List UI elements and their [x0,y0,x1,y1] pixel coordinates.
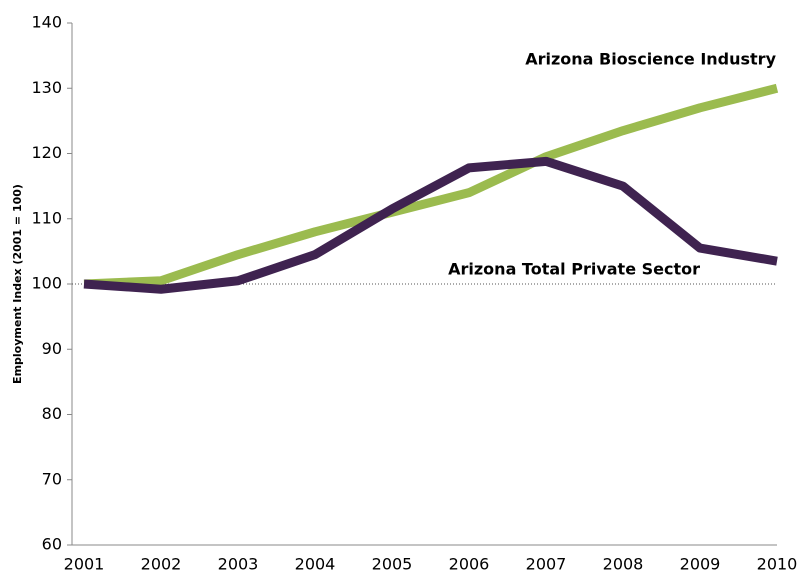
x-tick-label: 2008 [603,555,644,574]
y-tick-label: 70 [42,469,62,488]
series-line [83,156,778,294]
y-tick-label: 120 [31,143,62,162]
series-label: Arizona Bioscience Industry [525,50,776,69]
x-tick-label: 2003 [218,555,259,574]
x-tick-label: 2002 [141,555,182,574]
x-tick-label: 2005 [372,555,413,574]
x-tick-label: 2009 [680,555,721,574]
x-tick-label: 2010 [757,555,798,574]
y-tick-label: 80 [42,404,62,423]
y-tick-label: 130 [31,78,62,97]
y-tick-label: 90 [42,339,62,358]
x-tick-label: 2004 [295,555,336,574]
x-tick-label: 2001 [64,555,105,574]
x-tick-label: 2006 [449,555,490,574]
y-tick-label: 100 [31,274,62,293]
y-axis-label: Employment Index (2001 = 100) [11,184,24,384]
y-tick-label: 60 [42,535,62,554]
x-tick-label: 2007 [526,555,567,574]
series-line [83,83,779,289]
y-tick-label: 110 [31,208,62,227]
y-tick-label: 140 [31,13,62,32]
series-label: Arizona Total Private Sector [448,260,700,279]
